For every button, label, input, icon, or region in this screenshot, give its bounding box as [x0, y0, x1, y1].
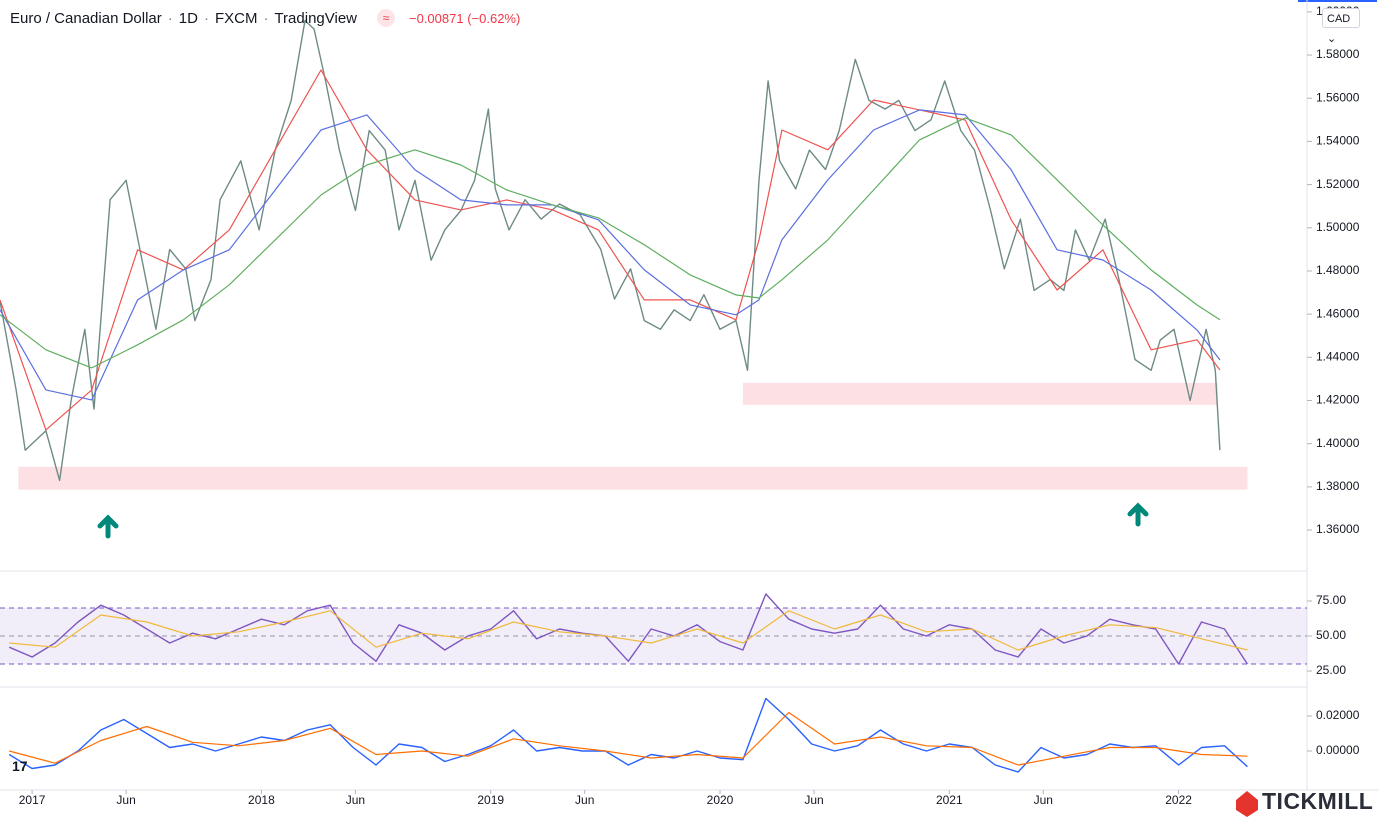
series-line — [9, 711, 1248, 766]
y-tick-label: 1.50000 — [1316, 220, 1360, 234]
y-tick-label: 0.02000 — [1316, 708, 1360, 722]
currency: CAD — [1327, 13, 1351, 25]
series-line — [0, 19, 1221, 482]
y-tick-label: 75.00 — [1316, 593, 1346, 607]
x-tick-label: 2019 — [477, 793, 504, 807]
x-tick-label: 2021 — [936, 793, 963, 807]
x-tick-label: 2017 — [19, 793, 46, 807]
y-tick-label: 1.58000 — [1316, 47, 1360, 61]
zone — [742, 382, 1218, 405]
exchange: FXCM — [214, 9, 258, 27]
series-line — [8, 697, 1248, 773]
y-tick-label: 1.52000 — [1316, 177, 1360, 191]
brand-logo — [1236, 791, 1258, 817]
legend-header: Euro / Canadian Dollar · 1D · FXCM · Tradin… — [10, 9, 521, 27]
interval: 1D — [178, 9, 198, 27]
arrow-up — [97, 514, 119, 539]
price-change: −0.00871 (−0.62%) — [409, 10, 521, 26]
y-tick-label: 25.00 — [1316, 663, 1346, 677]
y-tick-label: 1.54000 — [1316, 134, 1360, 148]
x-tick-label: Jun — [575, 793, 594, 807]
source: TradingView — [274, 9, 357, 27]
arrow-up — [1127, 502, 1149, 527]
x-tick-label: Jun — [346, 793, 365, 807]
brand: TICKMILL — [1262, 788, 1374, 814]
x-tick-label: Jun — [804, 793, 823, 807]
top-accent — [1298, 0, 1377, 2]
compare-icon[interactable]: ≈ — [377, 9, 395, 27]
tradingview-logo[interactable]: 17 — [12, 758, 28, 774]
y-tick-label: 1.36000 — [1316, 522, 1360, 536]
x-tick-label: 2020 — [707, 793, 734, 807]
y-tick-label: 1.44000 — [1316, 350, 1360, 364]
y-tick-label: 1.42000 — [1316, 393, 1360, 407]
x-tick-label: Jun — [1034, 793, 1053, 807]
series-line — [0, 69, 1221, 431]
x-tick-label: 2018 — [248, 793, 275, 807]
series-line — [0, 109, 1221, 401]
y-tick-label: 50.00 — [1316, 628, 1346, 642]
y-tick-label: 1.48000 — [1316, 263, 1360, 277]
zone — [18, 466, 1248, 490]
y-tick-label: 1.40000 — [1316, 436, 1360, 450]
y-tick-label: 1.56000 — [1316, 90, 1360, 104]
y-tick-label: 1.46000 — [1316, 306, 1360, 320]
currency-button[interactable]: CAD ⌄ — [1322, 8, 1360, 45]
series-line — [9, 610, 1248, 651]
x-tick-label: Jun — [116, 793, 135, 807]
symbol: Euro / Canadian Dollar — [10, 9, 162, 27]
series-line — [8, 593, 1248, 665]
x-tick-label: 2022 — [1165, 793, 1192, 807]
series-line — [0, 117, 1221, 369]
y-tick-label: 0.00000 — [1316, 743, 1360, 757]
y-tick-label: 1.38000 — [1316, 479, 1360, 493]
